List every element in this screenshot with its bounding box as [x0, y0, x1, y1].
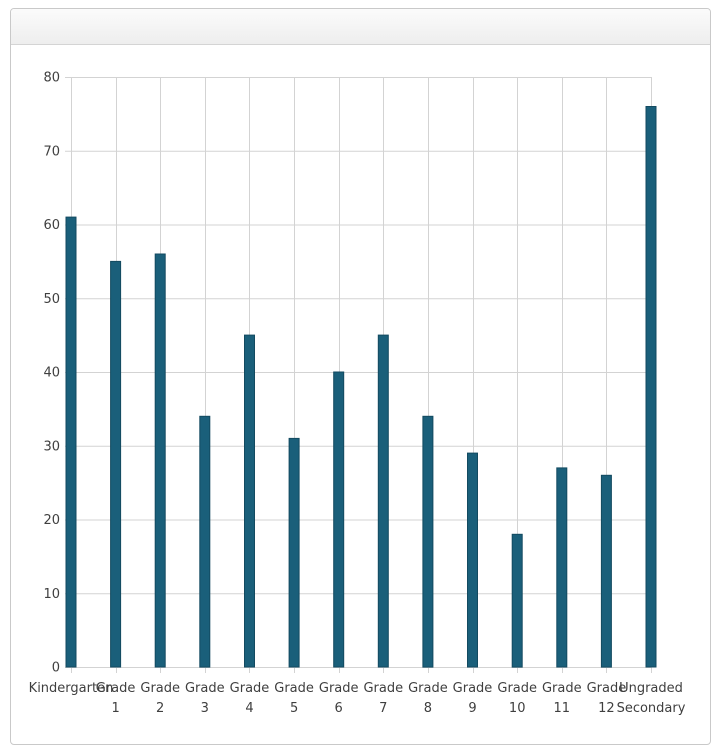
- y-tick-label: 20: [43, 513, 60, 528]
- bars: [65, 106, 657, 668]
- bar: [645, 106, 657, 668]
- y-tick-label: 50: [43, 292, 60, 307]
- bar: [422, 415, 434, 668]
- x-tick-label: Ungraded Secondary: [617, 681, 686, 716]
- bar: [467, 452, 478, 668]
- bar: [244, 334, 255, 668]
- bar: [65, 216, 77, 668]
- y-tick-label: 80: [43, 71, 60, 86]
- x-tick-label: Grade 2: [140, 681, 180, 716]
- x-tick-label: Grade 6: [319, 681, 359, 716]
- x-tick-label: Grade 11: [542, 681, 582, 716]
- x-tick-label: Kindergarten: [29, 681, 114, 696]
- bar: [511, 533, 523, 668]
- x-tick-label: Grade 12: [587, 681, 627, 716]
- y-tick-label: 60: [43, 218, 60, 233]
- x-tick-label: Grade 10: [497, 681, 537, 716]
- bar: [110, 260, 122, 668]
- bar: [556, 467, 568, 668]
- panel-header: [11, 9, 710, 45]
- bar: [600, 474, 612, 668]
- y-tick-label: 0: [52, 661, 60, 676]
- bar: [199, 415, 211, 668]
- x-tick-label: Grade 5: [274, 681, 314, 716]
- x-tick-label: Grade 3: [185, 681, 225, 716]
- bar: [288, 437, 300, 668]
- y-tick-label: 40: [43, 366, 60, 381]
- x-tick-label: Grade 1: [96, 681, 136, 716]
- x-tick-label: Grade 9: [453, 681, 493, 716]
- bar: [377, 334, 389, 668]
- x-tick-label: Grade 7: [363, 681, 403, 716]
- bar: [333, 371, 345, 668]
- y-tick-label: 70: [43, 144, 60, 159]
- x-tick-label: Grade 4: [230, 681, 270, 716]
- y-tick-label: 30: [43, 439, 60, 454]
- chart-panel: [10, 8, 711, 745]
- x-tick-label: Grade 8: [408, 681, 448, 716]
- y-axis-tick-labels: 0 10 20 30 40 50 60 70 80: [43, 71, 60, 676]
- bar: [154, 253, 166, 668]
- y-tick-label: 10: [43, 587, 60, 602]
